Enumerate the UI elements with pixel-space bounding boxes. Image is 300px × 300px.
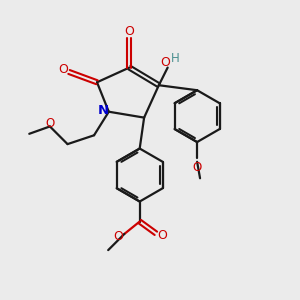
Text: O: O xyxy=(113,230,123,243)
Text: H: H xyxy=(171,52,179,65)
Text: O: O xyxy=(158,229,167,242)
Text: O: O xyxy=(58,62,68,76)
Text: O: O xyxy=(160,56,170,69)
Text: O: O xyxy=(45,117,55,130)
Text: N: N xyxy=(98,104,109,117)
Text: O: O xyxy=(193,160,202,174)
Text: O: O xyxy=(124,25,134,38)
